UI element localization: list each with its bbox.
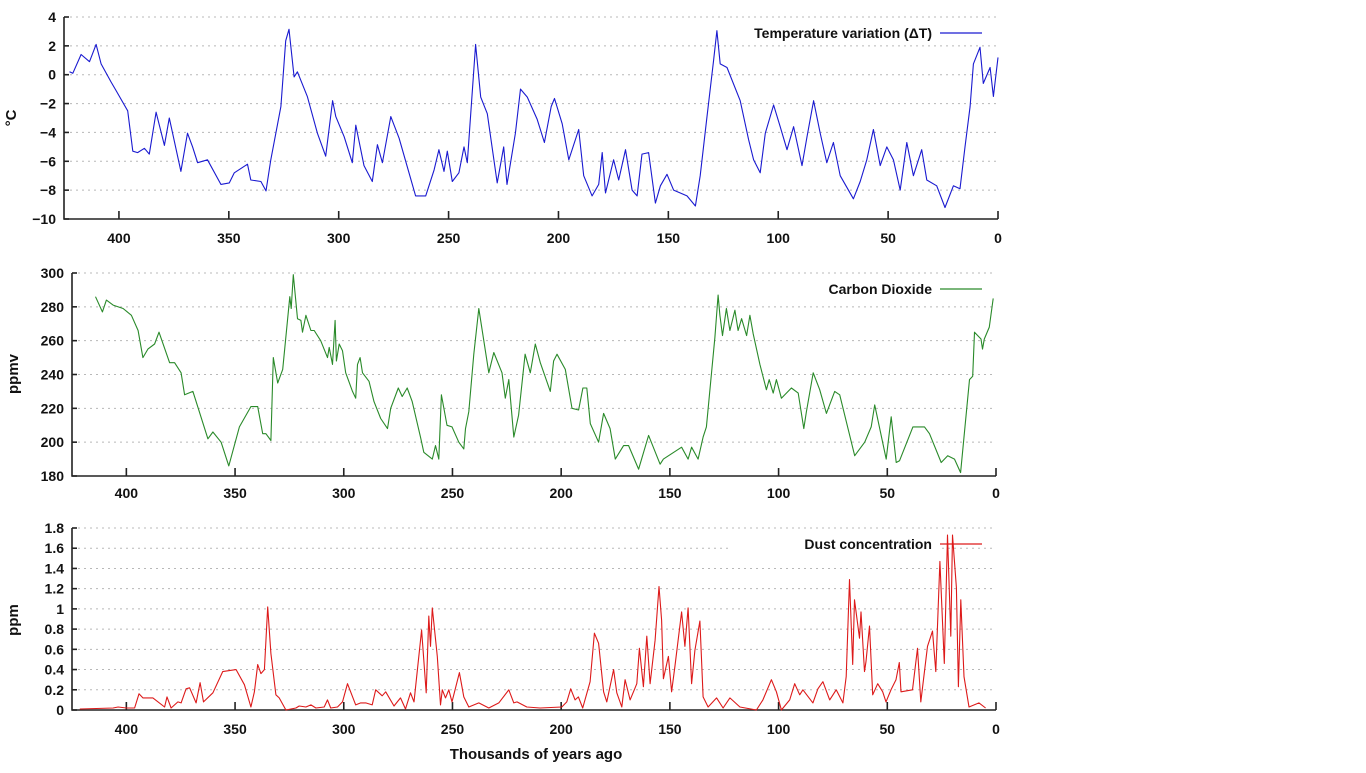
x-tick-label: 250 — [441, 485, 465, 501]
x-tick-label: 300 — [332, 485, 356, 501]
y-tick-label: 0.2 — [45, 682, 65, 698]
x-tick-label: 200 — [549, 721, 573, 737]
y-tick-label: −4 — [40, 124, 56, 140]
y-tick-label: 200 — [41, 434, 65, 450]
series-line — [79, 534, 986, 711]
x-tick-label: 150 — [658, 485, 682, 501]
legend-label: Carbon Dioxide — [829, 281, 933, 297]
y-axis-label: °C — [3, 109, 20, 126]
axes — [63, 17, 998, 220]
x-tick-label: 250 — [441, 721, 465, 737]
x-tick-label: 0 — [992, 485, 1000, 501]
legend-background — [728, 275, 938, 294]
x-tick-label: 200 — [547, 230, 571, 246]
x-tick-label: 400 — [115, 485, 139, 501]
axes — [71, 528, 996, 711]
y-tick-label: 0 — [56, 702, 64, 718]
y-tick-label: 1.4 — [45, 560, 65, 576]
series-line — [69, 28, 999, 209]
y-tick-label: −6 — [40, 153, 56, 169]
x-tick-label: 400 — [115, 721, 139, 737]
y-tick-label: 2 — [48, 38, 56, 54]
y-tick-label: 260 — [41, 333, 65, 349]
y-tick-label: 4 — [48, 9, 56, 25]
x-tick-label: 300 — [327, 230, 351, 246]
x-tick-label: 150 — [658, 721, 682, 737]
series-line — [94, 274, 994, 474]
y-tick-label: 1.2 — [45, 581, 65, 597]
x-tick-label: 400 — [107, 230, 131, 246]
x-tick-label: 100 — [767, 230, 791, 246]
x-tick-label: 350 — [223, 721, 247, 737]
y-tick-label: 1.6 — [45, 540, 65, 556]
carbon-dioxide-panel: 300 280 260 240 220 200 180 400 350 300 250 200 150 1… — [5, 265, 1000, 501]
y-tick-label: 280 — [41, 299, 65, 315]
y-tick-label: −10 — [32, 211, 56, 227]
legend-label: Dust concentration — [804, 536, 932, 552]
y-tick-label: 1.8 — [45, 520, 65, 536]
y-tick-label: 0.8 — [45, 621, 65, 637]
y-axis-label: ppmv — [5, 353, 22, 394]
y-tick-label: 180 — [41, 468, 65, 484]
x-tick-label: 350 — [217, 230, 241, 246]
x-tick-label: 100 — [767, 721, 791, 737]
temperature-panel: 4 2 0 −2 −4 −6 −8 −10 400 350 300 250 200 150 100 50 0 °C… — [3, 9, 1002, 246]
y-tick-label: 240 — [41, 367, 65, 383]
y-tick-label: −2 — [40, 96, 56, 112]
x-tick-label: 0 — [992, 721, 1000, 737]
legend-label: Temperature variation (ΔT) — [754, 25, 932, 41]
x-tick-label: 300 — [332, 721, 356, 737]
x-tick-label: 200 — [549, 485, 573, 501]
legend-background — [728, 19, 938, 38]
y-tick-label: 1 — [56, 601, 64, 617]
dust-panel: 1.8 1.6 1.4 1.2 1 0.8 0.6 0.4 0.2 0 400 350 300 250 20… — [5, 520, 1000, 737]
x-axis-label: Thousands of years ago — [450, 746, 623, 763]
y-tick-label: 220 — [41, 400, 65, 416]
y-tick-label: 0 — [48, 67, 56, 83]
y-tick-label: 0.6 — [45, 641, 65, 657]
y-tick-label: 0.4 — [45, 662, 65, 678]
x-tick-label: 50 — [880, 485, 896, 501]
x-tick-label: 50 — [880, 230, 896, 246]
x-tick-label: 50 — [880, 721, 896, 737]
x-tick-label: 350 — [223, 485, 247, 501]
x-tick-label: 150 — [657, 230, 681, 246]
x-tick-label: 100 — [767, 485, 791, 501]
y-axis-label: ppm — [5, 604, 22, 636]
legend-background — [728, 530, 938, 549]
y-tick-label: −8 — [40, 182, 56, 198]
x-tick-label: 250 — [437, 230, 461, 246]
x-tick-label: 0 — [994, 230, 1002, 246]
y-tick-label: 300 — [41, 265, 65, 281]
axes — [71, 273, 996, 477]
